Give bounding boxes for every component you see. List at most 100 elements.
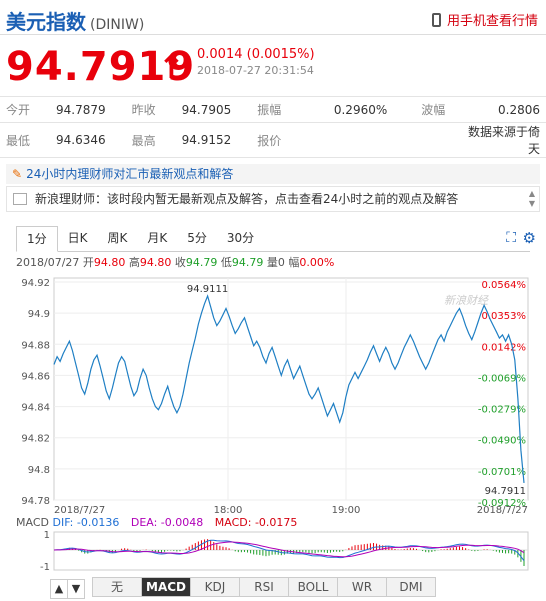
macd-y-tick: 1 xyxy=(44,530,50,541)
stats-row: 最低 94.6346 最高 94.9152 报价 数据来源于倚天 xyxy=(0,122,546,158)
watermark: 新浪财经 xyxy=(444,294,489,307)
advisor-message[interactable]: 新浪理财师：该时段内暂无最新观点及解答，点击查看24小时之前的观点及解答 ▲ ▼ xyxy=(6,186,540,212)
ohlc-label: 低 xyxy=(220,256,232,269)
y-tick-label: 94.86 xyxy=(21,371,50,382)
header-divider xyxy=(0,34,546,35)
last-value-label: 94.7911 xyxy=(485,486,526,497)
indicator-tab-none[interactable]: 无 xyxy=(92,577,142,597)
indicator-tab-macd[interactable]: MACD xyxy=(141,577,191,597)
avatar-icon xyxy=(13,193,27,205)
indicator-tab-boll[interactable]: BOLL xyxy=(288,577,338,597)
data-source: 数据来源于倚天 xyxy=(467,125,540,156)
macd-chart: 1 -1 xyxy=(40,530,529,573)
pen-icon: ✎ xyxy=(12,167,23,181)
tab-30min[interactable]: 30分 xyxy=(226,231,255,245)
price-chart[interactable]: 94.92 94.9 94.88 94.86 94.84 94.82 94.8 94.78 0.… xyxy=(0,272,546,516)
pct-tick-label: -0.0069% xyxy=(478,373,526,384)
pct-tick-label: -0.0279% xyxy=(478,405,526,416)
ohlc-close: 94.79 xyxy=(185,256,218,269)
stat-value: 0.2806 xyxy=(498,102,540,117)
ohlc-date: 2018/07/27 xyxy=(16,256,80,269)
ohlc-label: 高 xyxy=(128,256,140,269)
indicator-tab-dmi[interactable]: DMI xyxy=(386,577,436,597)
stats-row: 今开 94.7879 昨收 94.7905 振幅 0.2960% 波幅 0.28… xyxy=(0,96,546,123)
y-tick-label: 94.82 xyxy=(21,434,50,445)
indicator-tab-rsi[interactable]: RSI xyxy=(239,577,289,597)
advisor-bar[interactable]: ✎ 24小时内理财师对汇市最新观点和解答 xyxy=(6,164,540,184)
stat-label: 振幅 xyxy=(257,103,282,117)
ohlc-amp: 0.00% xyxy=(299,256,335,269)
pct-tick-label: -0.0490% xyxy=(478,436,526,447)
up-arrow-button[interactable]: ▲ xyxy=(50,579,68,599)
y-tick-label: 94.9 xyxy=(28,309,50,320)
mobile-view-link[interactable]: 用手机查看行情 xyxy=(431,10,538,29)
stat-value: 94.7879 xyxy=(56,102,106,117)
x-tick-label: 19:00 xyxy=(332,505,361,516)
macd-frame xyxy=(53,531,529,571)
pct-tick-label: -0.0912% xyxy=(478,498,526,509)
indicator-tabs: 无 MACD KDJ RSI BOLL WR DMI xyxy=(92,577,436,597)
advisor-message-text: 新浪理财师：该时段内暂无最新观点及解答，点击查看24小时之前的观点及解答 xyxy=(35,192,459,206)
macd-label: MACD xyxy=(16,516,49,529)
scroll-arrows-icon[interactable]: ▲ ▼ xyxy=(528,189,535,208)
title-text: 美元指数 xyxy=(6,10,86,34)
stat-label: 昨收 xyxy=(131,103,156,117)
tab-weekly[interactable]: 周K xyxy=(107,231,128,245)
price-change: 0.0014 (0.0015%) xyxy=(197,47,315,62)
ohlc-label: 开 xyxy=(82,256,94,269)
y-tick-label: 94.84 xyxy=(21,403,50,414)
pct-tick-label: -0.0701% xyxy=(478,467,526,478)
ohlc-label: 收 xyxy=(174,256,186,269)
macd-y-tick: -1 xyxy=(40,562,50,573)
pct-tick-label: 0.0353% xyxy=(482,311,527,322)
stats-table: 今开 94.7879 昨收 94.7905 振幅 0.2960% 波幅 0.28… xyxy=(0,96,546,158)
y-tick-label: 94.8 xyxy=(28,465,50,476)
x-tick-label: 2018/7/27 xyxy=(54,505,105,516)
symbol-code: (DINIW) xyxy=(90,17,145,33)
pct-tick-label: 0.0142% xyxy=(482,342,527,353)
phone-icon xyxy=(431,12,441,27)
up-arrow-icon: ↑ xyxy=(158,48,185,86)
max-value-label: 94.9111 xyxy=(187,284,228,295)
stat-value: 94.6346 xyxy=(56,133,106,147)
stat-value: 0.2960% xyxy=(333,102,388,117)
down-arrow-button[interactable]: ▼ xyxy=(67,579,85,599)
mobile-view-label: 用手机查看行情 xyxy=(446,14,538,29)
indicator-tab-kdj[interactable]: KDJ xyxy=(190,577,240,597)
tab-5min[interactable]: 5分 xyxy=(187,231,207,245)
y-tick-label: 94.88 xyxy=(21,340,50,351)
x-tick-label: 18:00 xyxy=(214,505,243,516)
x-tick-label: 2018/7/27 xyxy=(477,505,528,516)
period-tabs: 1分 日K 周K 月K 5分 30分 xyxy=(16,226,530,252)
stat-label: 最高 xyxy=(131,133,156,148)
macd-value: MACD: -0.0175 xyxy=(214,516,298,529)
stat-label: 今开 xyxy=(6,103,31,117)
ohlc-low: 94.79 xyxy=(231,256,264,269)
advisor-bar-label: 24小时内理财师对汇市最新观点和解答 xyxy=(26,167,234,181)
y-tick-label: 94.92 xyxy=(21,278,50,289)
gear-icon[interactable]: ⚙ xyxy=(522,229,536,247)
dea-line xyxy=(53,541,525,558)
quote-time: 2018-07-27 20:31:54 xyxy=(197,64,314,77)
ohlc-vol: 0 xyxy=(277,256,285,269)
tab-1min[interactable]: 1分 xyxy=(16,226,58,252)
fullscreen-icon[interactable]: ⛶ xyxy=(506,230,516,246)
ohlc-open: 94.80 xyxy=(93,256,126,269)
tab-daily[interactable]: 日K xyxy=(67,231,88,245)
price-line xyxy=(53,294,525,483)
current-price: 94.7919 xyxy=(6,44,196,90)
ohlc-readout: 2018/07/27 开94.80 高94.80 收94.79 低94.79 量… xyxy=(16,254,334,270)
stat-label: 波幅 xyxy=(421,103,446,117)
ohlc-label: 量 xyxy=(266,256,278,269)
y-tick-label: 94.78 xyxy=(21,496,50,507)
stat-value: 94.9152 xyxy=(181,133,232,147)
ohlc-high: 94.80 xyxy=(139,256,172,269)
stat-label: 最低 xyxy=(6,133,31,148)
pct-tick-label: 0.0564% xyxy=(482,280,527,291)
scroll-arrows: ▲ ▼ xyxy=(50,577,85,599)
stat-label xyxy=(393,123,457,158)
indicator-tab-wr[interactable]: WR xyxy=(337,577,387,597)
stat-value xyxy=(325,123,393,158)
tab-monthly[interactable]: 月K xyxy=(147,231,168,245)
dea-value: DEA: -0.0048 xyxy=(130,516,204,529)
